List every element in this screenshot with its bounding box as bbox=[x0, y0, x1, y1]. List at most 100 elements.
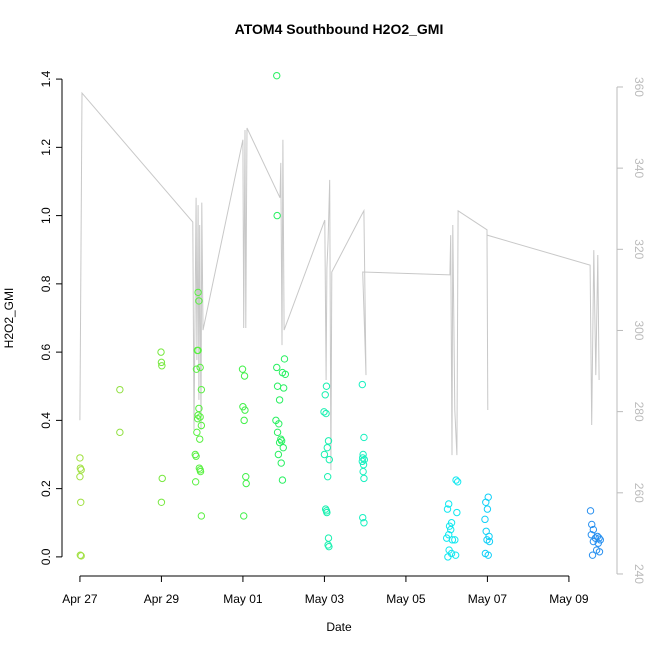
point bbox=[274, 450, 283, 459]
x-tick-label: May 03 bbox=[305, 592, 345, 606]
x-axis-label: Date bbox=[326, 620, 352, 634]
point bbox=[279, 384, 288, 392]
point bbox=[588, 551, 597, 559]
point bbox=[275, 396, 284, 404]
point bbox=[323, 443, 331, 452]
y-tick-label: 0.2 bbox=[39, 480, 53, 497]
point bbox=[194, 346, 202, 355]
x-tick-label: May 07 bbox=[468, 592, 508, 606]
point bbox=[273, 363, 281, 372]
point bbox=[359, 467, 367, 476]
point bbox=[359, 513, 367, 522]
point bbox=[443, 505, 452, 513]
point bbox=[451, 536, 459, 544]
point bbox=[240, 416, 248, 425]
point bbox=[191, 478, 200, 486]
point bbox=[588, 520, 596, 529]
point bbox=[157, 358, 166, 367]
point bbox=[320, 408, 328, 416]
point bbox=[192, 452, 200, 460]
x-tick-label: May 01 bbox=[223, 592, 263, 606]
x-tick-label: May 09 bbox=[549, 592, 589, 606]
point bbox=[281, 370, 290, 379]
point bbox=[451, 551, 460, 559]
point bbox=[453, 508, 461, 517]
point bbox=[273, 428, 282, 437]
point bbox=[448, 536, 457, 544]
point bbox=[325, 542, 333, 551]
y2-tick-label: 340 bbox=[632, 158, 646, 178]
point bbox=[483, 505, 492, 513]
point bbox=[322, 382, 331, 390]
point bbox=[76, 472, 84, 481]
point bbox=[360, 474, 368, 483]
x-tick-label: Apr 27 bbox=[62, 592, 98, 606]
point bbox=[280, 355, 289, 363]
point bbox=[242, 479, 250, 488]
point bbox=[157, 498, 166, 506]
point bbox=[192, 365, 201, 373]
point bbox=[482, 498, 490, 506]
y-tick-label: 0.8 bbox=[39, 275, 53, 292]
point bbox=[323, 472, 332, 481]
x-tick-label: May 05 bbox=[386, 592, 426, 606]
point bbox=[273, 71, 281, 80]
point bbox=[586, 507, 595, 515]
y-tick-label: 0.4 bbox=[39, 412, 53, 429]
point bbox=[481, 515, 489, 524]
point bbox=[320, 450, 329, 459]
point bbox=[279, 443, 287, 452]
point bbox=[116, 428, 124, 437]
point bbox=[447, 525, 455, 534]
point bbox=[359, 450, 367, 459]
point bbox=[240, 512, 248, 520]
point bbox=[358, 457, 367, 466]
point bbox=[194, 288, 202, 297]
point bbox=[278, 476, 287, 484]
point bbox=[275, 438, 284, 447]
point bbox=[194, 411, 202, 419]
point bbox=[360, 455, 369, 464]
point bbox=[277, 437, 286, 445]
point bbox=[193, 414, 202, 423]
point bbox=[445, 522, 454, 530]
point bbox=[76, 551, 85, 559]
point bbox=[595, 548, 604, 556]
point bbox=[193, 428, 201, 437]
point bbox=[323, 508, 331, 517]
point bbox=[589, 537, 598, 546]
point bbox=[158, 474, 166, 483]
y2-tick-label: 320 bbox=[632, 239, 646, 259]
point bbox=[241, 406, 249, 414]
point bbox=[240, 372, 249, 380]
y2-tick-label: 300 bbox=[632, 320, 646, 340]
point bbox=[197, 512, 206, 520]
point bbox=[589, 525, 598, 534]
point bbox=[195, 404, 203, 413]
point bbox=[485, 537, 494, 546]
point bbox=[453, 478, 462, 486]
y2-tick-label: 260 bbox=[632, 483, 646, 503]
point bbox=[196, 467, 205, 476]
point bbox=[196, 435, 204, 443]
point bbox=[321, 391, 329, 399]
y-tick-label: 1.4 bbox=[39, 70, 53, 87]
point bbox=[195, 297, 203, 305]
point bbox=[322, 409, 330, 418]
y2-tick-label: 280 bbox=[632, 402, 646, 422]
point bbox=[484, 551, 492, 559]
point bbox=[76, 454, 84, 462]
chart-title: ATOM4 Southbound H2O2_GMI bbox=[235, 21, 444, 37]
point bbox=[324, 437, 333, 445]
point bbox=[325, 455, 334, 464]
y-tick-label: 0.0 bbox=[39, 548, 53, 565]
point bbox=[594, 539, 602, 547]
point bbox=[116, 385, 124, 394]
point bbox=[196, 363, 204, 372]
y2-tick-label: 240 bbox=[632, 564, 646, 584]
point bbox=[595, 534, 603, 542]
y-tick-label: 1.0 bbox=[39, 207, 53, 224]
point bbox=[197, 385, 206, 394]
point bbox=[359, 454, 367, 462]
